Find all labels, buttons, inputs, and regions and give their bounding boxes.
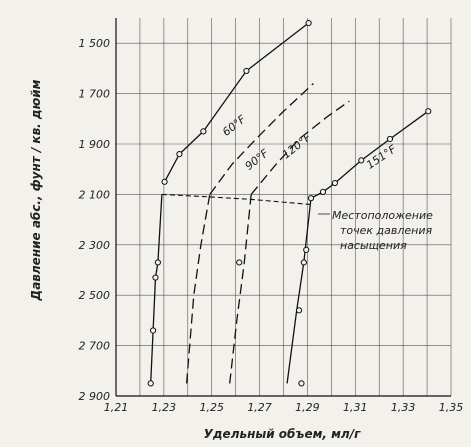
series-line-vapor — [209, 83, 314, 195]
saturation-locus-line — [161, 193, 312, 206]
y-tick-label: 2 300 — [79, 239, 111, 252]
x-tick-label: 1,25 — [199, 401, 224, 414]
y-tick-label: 2 500 — [79, 289, 111, 302]
plot-frame — [115, 18, 451, 397]
data-point — [161, 178, 168, 185]
y-tick-label: 1 700 — [79, 88, 111, 101]
saturation-annotation: Местоположение точек давления насыщения — [318, 209, 433, 252]
saturation-line-layer — [161, 193, 312, 206]
y-axis-title: Давление абс., фунт / кв. дюйм — [29, 79, 43, 301]
series-2 — [229, 100, 350, 384]
data-point — [298, 380, 305, 387]
x-tick-labels: 1,21 1,23 1,25 1,27 1,29 1,31 1,33 1,35 — [104, 401, 464, 414]
x-tick-label: 1,29 — [295, 401, 320, 414]
data-point — [386, 135, 394, 143]
series-0 — [147, 19, 312, 387]
data-point — [154, 259, 161, 266]
series-3 — [286, 108, 432, 387]
series-1 — [185, 83, 314, 384]
y-tick-label: 2 100 — [79, 188, 111, 201]
data-point — [319, 188, 327, 195]
data-point — [152, 274, 159, 281]
x-tick-label: 1,23 — [152, 401, 177, 414]
series-line-liquid — [286, 198, 312, 384]
series-line-liquid — [185, 194, 211, 384]
data-point — [425, 108, 432, 115]
x-tick-label: 1,31 — [343, 401, 368, 414]
y-tick-label: 2 900 — [79, 390, 111, 403]
data-point — [303, 246, 310, 253]
annotation-line-1: Местоположение — [332, 209, 433, 222]
y-tick-label: 2 700 — [79, 340, 111, 353]
y-tick-label: 1 500 — [79, 37, 111, 50]
annotation-line-2: точек давления — [340, 224, 433, 237]
series-layer — [147, 19, 432, 387]
data-point — [331, 179, 339, 187]
series-line-liquid — [229, 194, 252, 384]
data-point — [305, 19, 312, 27]
x-tick-label: 1,33 — [391, 401, 416, 414]
x-tick-label: 1,21 — [104, 401, 129, 414]
data-point — [200, 128, 207, 135]
data-point — [147, 380, 154, 387]
y-tick-labels: 1 500 1 700 1 900 2 100 2 300 2 500 2 700 2 900 — [79, 37, 111, 403]
grid — [115, 18, 452, 397]
x-tick-label: 1,35 — [439, 401, 464, 414]
x-tick-label: 1,27 — [247, 401, 272, 414]
data-point — [307, 195, 315, 202]
data-point — [358, 157, 365, 164]
annotation-line-3: насыщения — [340, 239, 407, 252]
data-point — [295, 307, 303, 314]
y-tick-label: 1 900 — [79, 138, 111, 151]
data-point — [176, 150, 183, 158]
data-point — [236, 259, 243, 266]
data-point — [243, 67, 250, 75]
data-point — [149, 327, 157, 334]
data-point — [300, 259, 307, 266]
x-axis-title: Удельный объем, мл/г — [204, 427, 361, 441]
